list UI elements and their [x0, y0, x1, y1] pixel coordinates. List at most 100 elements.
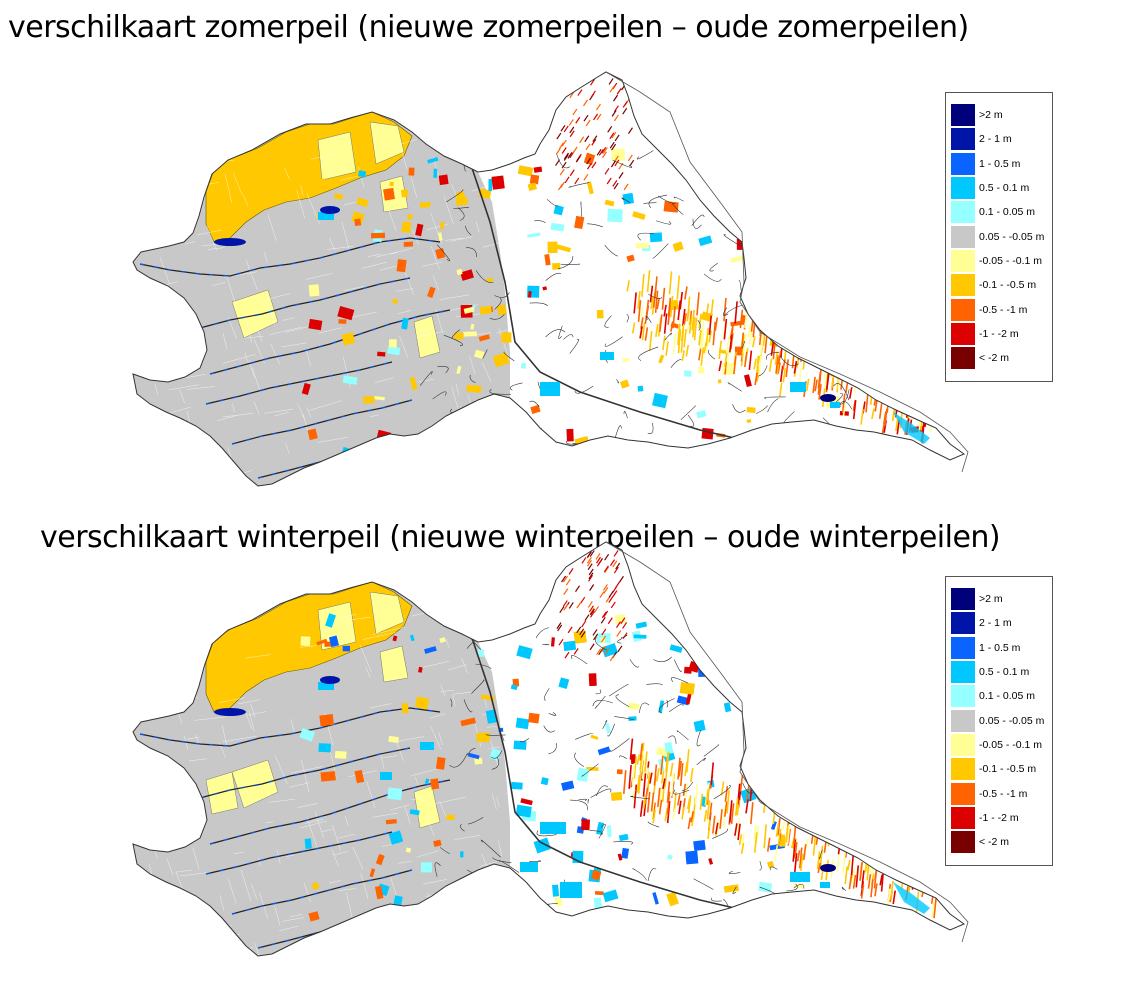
parcel-edge	[596, 556, 602, 564]
parcel-edge	[595, 553, 601, 560]
parcel	[627, 702, 640, 711]
parcel	[701, 427, 714, 440]
parcel-edge	[627, 127, 633, 134]
parcel	[435, 756, 446, 770]
parcel	[812, 335, 822, 341]
parcel	[554, 896, 563, 907]
parcel	[744, 293, 750, 301]
parcel-edge	[622, 101, 628, 108]
parcel	[732, 682, 741, 696]
parcel	[540, 382, 560, 396]
parcel	[320, 206, 340, 214]
parcel	[823, 466, 839, 478]
parcel	[308, 318, 323, 331]
parcel-edge	[601, 628, 607, 636]
parcel	[830, 402, 840, 408]
parcel	[676, 629, 686, 637]
parcel	[512, 678, 520, 687]
parcel	[407, 214, 413, 220]
parcel	[542, 286, 548, 291]
parcel	[798, 941, 807, 954]
parcel	[635, 621, 648, 629]
parcel	[842, 684, 854, 696]
parcel	[611, 148, 626, 162]
parcel	[342, 375, 358, 385]
parcel	[495, 940, 507, 947]
legend-item: >2 m	[951, 103, 1052, 127]
legend-item: 2 - 1 m	[951, 611, 1052, 635]
parcel	[684, 370, 692, 377]
parcel	[409, 809, 420, 816]
legend-item: -1 - -2 m	[951, 322, 1052, 346]
legend-swatch	[951, 636, 975, 659]
parcel	[438, 232, 443, 241]
parcel	[441, 612, 457, 619]
parcel-edge	[587, 154, 593, 162]
parcel	[716, 178, 724, 185]
parcel	[383, 187, 395, 201]
legend-item: 0.5 - 0.1 m	[951, 660, 1052, 684]
parcel-edge	[568, 119, 574, 126]
parcel	[859, 798, 870, 809]
parcel	[420, 742, 434, 750]
parcel-edge	[612, 590, 618, 597]
parcel-edge	[611, 131, 617, 139]
legend-item: < -2 m	[951, 830, 1052, 854]
parcel	[597, 443, 605, 451]
parcel-edge	[593, 606, 599, 613]
parcel	[231, 289, 279, 339]
parcel	[550, 222, 565, 232]
parcel	[515, 717, 530, 730]
parcel	[552, 262, 561, 270]
parcel	[547, 241, 558, 254]
parcel-edge	[611, 110, 617, 117]
parcel	[880, 353, 893, 365]
parcel-edge	[616, 621, 622, 628]
parcel	[521, 899, 526, 904]
parcel	[723, 884, 740, 893]
parcel	[750, 429, 765, 442]
parcel	[746, 406, 756, 414]
parcel-edge	[559, 606, 565, 614]
parcel	[719, 632, 734, 639]
parcel-edge	[603, 565, 609, 573]
parcel	[527, 232, 541, 238]
parcel	[610, 791, 623, 801]
parcel	[436, 440, 448, 450]
parcel-edge	[580, 596, 586, 604]
parcel	[893, 412, 930, 444]
legend-label: 1 - 0.5 m	[979, 157, 1021, 170]
parcel-edge	[596, 113, 602, 121]
parcel-edge	[607, 617, 613, 625]
parcel	[743, 374, 752, 388]
parcel	[320, 771, 336, 782]
parcel-edge	[613, 182, 619, 190]
parcel	[413, 785, 441, 829]
parcel	[369, 121, 405, 165]
parcel-edge	[587, 601, 593, 608]
parcel-edge	[564, 651, 570, 659]
waterway-segment	[231, 869, 413, 915]
parcel	[588, 673, 597, 687]
parcel	[815, 922, 829, 931]
parcel	[766, 760, 773, 772]
parcel	[596, 309, 604, 319]
parcel	[870, 733, 883, 748]
parcel-edge	[567, 152, 573, 159]
parcel-edge	[575, 116, 581, 124]
parcel	[726, 160, 737, 170]
parcel	[746, 419, 752, 423]
parcel	[870, 706, 878, 720]
parcel	[337, 306, 355, 321]
parcel	[614, 614, 626, 625]
parcel-edge	[585, 143, 591, 151]
legend-swatch	[951, 128, 975, 151]
region-boundary	[132, 541, 966, 957]
parcel	[463, 306, 475, 314]
legend-label: 0.05 - -0.05 m	[979, 714, 1045, 727]
parcel	[581, 819, 590, 831]
parcel	[758, 283, 771, 297]
parcel	[717, 379, 722, 384]
parcel-edge	[569, 126, 575, 134]
parcel	[477, 649, 485, 657]
